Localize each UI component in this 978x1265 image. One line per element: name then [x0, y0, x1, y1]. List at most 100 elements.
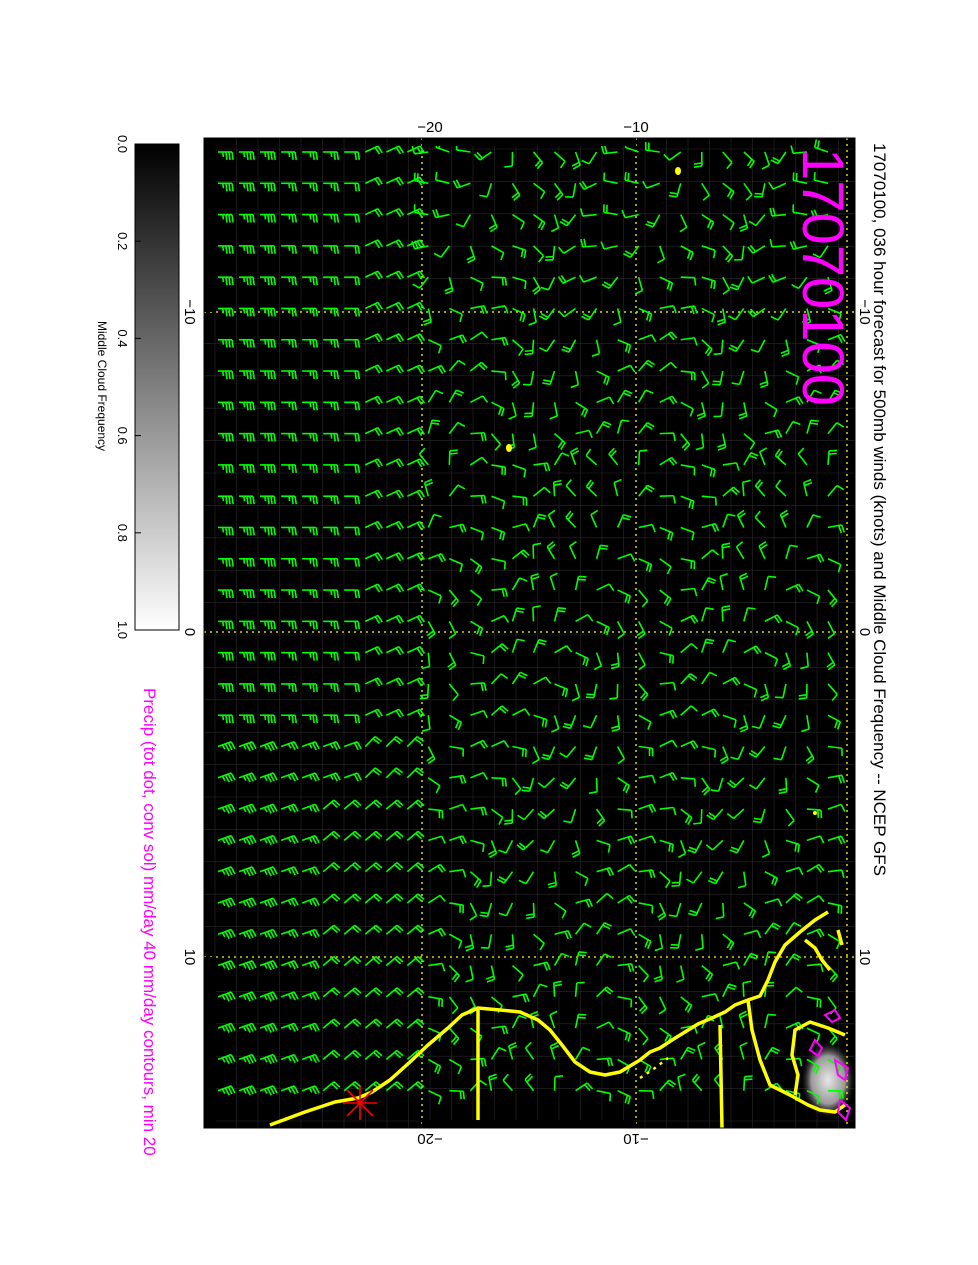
wind-barb [448, 589, 460, 608]
wind-barb [302, 213, 319, 223]
wind-barb [659, 806, 677, 816]
wind-barb [686, 871, 703, 884]
wind-barb [553, 182, 564, 201]
wind-barb [344, 338, 361, 348]
wind-barb [524, 1073, 535, 1092]
wind-barb [764, 614, 783, 624]
wind-barb [532, 542, 542, 559]
wind-barb [505, 934, 515, 951]
wind-barb [406, 301, 426, 311]
wind-barb [511, 1014, 527, 1029]
wind-barb [554, 902, 567, 919]
wind-barb [638, 558, 653, 573]
wind-barb [469, 871, 482, 889]
wind-barb [280, 740, 299, 751]
wind-barb [260, 620, 276, 630]
wind-barb [302, 526, 319, 536]
wind-barb [343, 1018, 362, 1029]
wind-barb [805, 746, 815, 765]
wind-barb [364, 987, 383, 998]
precip-contours [808, 1008, 852, 1122]
wind-barb [549, 572, 558, 591]
wind-barb [364, 830, 383, 841]
wind-barb [470, 431, 487, 441]
wind-barb [659, 1079, 677, 1092]
wind-barb [539, 339, 556, 353]
wind-barb [518, 871, 535, 885]
wind-barb [553, 980, 563, 997]
wind-barb [596, 1021, 615, 1030]
wind-barb [281, 276, 298, 286]
wind-barb [638, 902, 654, 914]
wind-barb [406, 924, 425, 935]
wind-barb [364, 583, 383, 593]
wind-barb [512, 213, 525, 230]
wind-barb [621, 209, 639, 219]
wind-barb [638, 523, 656, 533]
wind-barb [239, 338, 255, 348]
wind-barb [322, 1018, 341, 1029]
wind-barb [575, 613, 594, 623]
wind-barb [791, 276, 808, 290]
wind-barb [701, 276, 716, 290]
wind-barb [717, 433, 727, 451]
wind-barb [465, 965, 474, 983]
wind-barb [680, 336, 698, 346]
wind-barb [385, 1049, 404, 1061]
wind-barb [218, 526, 234, 536]
wind-barb [559, 214, 577, 227]
wind-barb [559, 746, 577, 758]
wind-barb [616, 746, 626, 765]
wind-barb [511, 339, 524, 357]
wind-barb [538, 307, 556, 321]
wind-barb [217, 772, 236, 783]
coastline-inner [790, 1020, 846, 1096]
wind-barb [385, 987, 404, 998]
wind-barb [789, 240, 808, 250]
wind-barb [281, 307, 298, 317]
yellow-markers [506, 167, 817, 815]
wind-barb [280, 1085, 299, 1095]
wind-barb [490, 705, 509, 716]
wind-barb [364, 145, 383, 155]
wind-barb [578, 180, 597, 191]
wind-barb [530, 572, 540, 591]
wind-barb [722, 961, 741, 970]
wind-barb [323, 464, 340, 473]
wind-barb [601, 276, 619, 289]
wind-barb [697, 1041, 706, 1060]
wind-barb [806, 364, 825, 374]
wind-barb [301, 960, 320, 970]
wind-barb [323, 557, 340, 567]
wind-barb [427, 777, 441, 794]
wind-barb [385, 301, 405, 311]
wind-barb [827, 745, 843, 757]
wind-barb [768, 273, 787, 284]
wind-barb [301, 897, 320, 907]
wind-barb [344, 557, 361, 567]
wind-barb [668, 902, 682, 918]
wind-barb [344, 495, 361, 505]
wind-barb [680, 996, 693, 1013]
wind-barb [280, 928, 299, 938]
wind-barb [260, 307, 276, 317]
wind-barb [239, 401, 255, 411]
wind-barb [827, 1089, 844, 1099]
wind-barb [528, 433, 537, 451]
wind-barb [217, 991, 236, 1002]
wind-barb [323, 526, 340, 536]
wind-barb [238, 834, 257, 846]
wind-barb [701, 245, 716, 259]
wind-barb [827, 449, 838, 465]
wind-barb [418, 447, 429, 466]
wind-barb [491, 305, 509, 314]
wind-barb [549, 402, 559, 420]
wind-barb [773, 746, 787, 761]
wind-barb [406, 955, 425, 967]
wind-barb [448, 389, 464, 403]
map-panel [203, 137, 856, 1129]
wind-barb [659, 620, 673, 636]
wind-barb [406, 270, 426, 280]
wind-barb [735, 541, 745, 560]
wind-barb [785, 544, 798, 560]
